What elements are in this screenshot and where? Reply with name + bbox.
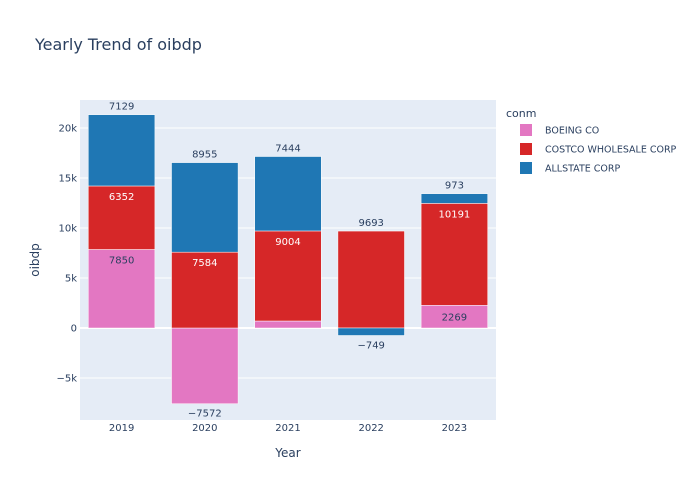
bar-value-label: 6352 xyxy=(109,192,134,203)
legend-label: COSTCO WHOLESALE CORP xyxy=(545,145,677,156)
y-tick-label: 5k xyxy=(65,274,77,285)
y-tick-label: 0 xyxy=(71,324,77,335)
legend-swatch xyxy=(520,162,532,174)
legend-item[interactable]: ALLSTATE CORP xyxy=(520,162,620,175)
x-tick-label: 2019 xyxy=(109,423,134,434)
y-tick-label: 10k xyxy=(58,224,77,235)
x-tick-label: 2023 xyxy=(442,423,467,434)
x-axis-ticks: 2019 2020 2021 2022 2023 xyxy=(109,423,467,434)
data-labels: 7850 −7572 2269 6352 7584 9004 9693 10191 7129 89… xyxy=(109,102,470,420)
y-axis-ticks: −5k 0 5k 10k 15k 20k xyxy=(56,124,77,385)
bar-value-label: 973 xyxy=(445,181,464,192)
legend-label: BOEING CO xyxy=(545,126,599,137)
legend-swatch xyxy=(520,124,532,136)
bar-value-label: −7572 xyxy=(188,409,222,420)
legend[interactable]: conm BOEING CO COSTCO WHOLESALE CORP ALLST… xyxy=(506,107,677,175)
legend-label: ALLSTATE CORP xyxy=(545,164,620,175)
x-tick-label: 2020 xyxy=(192,423,217,434)
legend-item[interactable]: BOEING CO xyxy=(520,124,599,137)
bar[interactable] xyxy=(337,230,405,329)
bar-value-label: 7584 xyxy=(192,258,217,269)
bar-value-label: 7444 xyxy=(275,144,300,155)
bar-value-label: 9004 xyxy=(275,237,300,248)
bar-value-label: 7850 xyxy=(109,256,134,267)
x-tick-label: 2021 xyxy=(275,423,300,434)
y-axis-label: oibdp xyxy=(28,243,42,277)
y-tick-label: 15k xyxy=(58,174,77,185)
bar[interactable] xyxy=(88,114,156,187)
bar[interactable] xyxy=(254,230,322,322)
y-tick-label: 20k xyxy=(58,124,77,135)
bar[interactable] xyxy=(420,193,488,204)
legend-item[interactable]: COSTCO WHOLESALE CORP xyxy=(520,143,677,156)
bar-value-label: 10191 xyxy=(438,209,470,220)
bars xyxy=(88,114,488,404)
bar[interactable] xyxy=(337,327,405,336)
x-axis-label: Year xyxy=(274,446,300,460)
bar-value-label: 2269 xyxy=(442,313,467,324)
y-tick-label: −5k xyxy=(56,374,77,385)
legend-title: conm xyxy=(506,107,536,120)
bar[interactable] xyxy=(171,327,239,404)
legend-swatch xyxy=(520,143,532,155)
chart-title: Yearly Trend of oibdp xyxy=(34,35,202,54)
bar[interactable] xyxy=(171,162,239,253)
bar-value-label: 9693 xyxy=(358,218,383,229)
bar[interactable] xyxy=(88,249,156,329)
bar[interactable] xyxy=(254,320,322,329)
bar[interactable] xyxy=(254,156,322,232)
x-tick-label: 2022 xyxy=(358,423,383,434)
bar-value-label: −749 xyxy=(357,340,384,351)
bar[interactable] xyxy=(420,203,488,306)
bar-value-label: 7129 xyxy=(109,102,134,113)
bar-value-label: 8955 xyxy=(192,150,217,161)
